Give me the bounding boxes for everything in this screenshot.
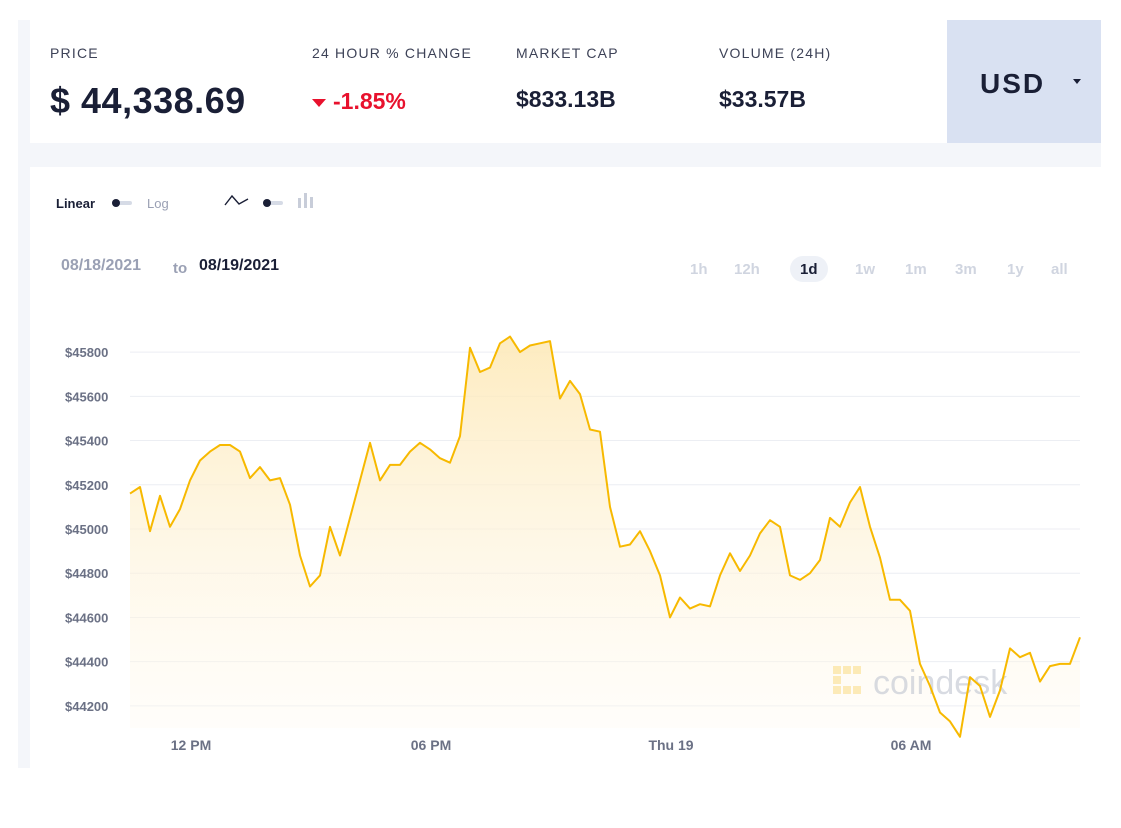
panel-border bbox=[18, 20, 30, 768]
toggle-knob bbox=[263, 199, 271, 207]
scale-toggle[interactable] bbox=[112, 199, 132, 207]
x-axis: 12 PM 06 PM Thu 19 06 AM bbox=[171, 737, 932, 753]
date-to-word: to bbox=[173, 260, 188, 277]
x-tick-label: 06 AM bbox=[891, 737, 932, 753]
date-from[interactable]: 08/18/2021 bbox=[61, 257, 142, 274]
range-3m[interactable]: 3m bbox=[955, 261, 977, 278]
date-to[interactable]: 08/19/2021 bbox=[199, 257, 280, 274]
y-tick-label: $44400 bbox=[65, 655, 108, 670]
y-tick-label: $45600 bbox=[65, 389, 108, 404]
chevron-down-icon bbox=[1073, 79, 1081, 84]
watermark-text: coindesk bbox=[873, 664, 1008, 702]
chart-type-toggle[interactable] bbox=[263, 199, 283, 207]
market-cap-value: $833.13B bbox=[516, 86, 616, 112]
range-1y[interactable]: 1y bbox=[1007, 261, 1024, 278]
scale-log-label[interactable]: Log bbox=[147, 196, 169, 211]
x-tick-label: Thu 19 bbox=[648, 737, 693, 753]
range-12h[interactable]: 12h bbox=[734, 261, 760, 278]
y-tick-label: $45400 bbox=[65, 434, 108, 449]
y-tick-label: $44600 bbox=[65, 610, 108, 625]
price-label: PRICE bbox=[50, 45, 99, 61]
x-tick-label: 06 PM bbox=[411, 737, 451, 753]
candlestick-icon[interactable] bbox=[297, 191, 317, 211]
range-1h[interactable]: 1h bbox=[690, 261, 708, 278]
section-divider bbox=[18, 143, 1101, 167]
line-chart-icon[interactable] bbox=[224, 193, 250, 209]
y-tick-label: $45800 bbox=[65, 345, 108, 360]
price-area bbox=[130, 336, 1080, 737]
change-label: 24 HOUR % CHANGE bbox=[312, 45, 473, 61]
volume-label: VOLUME (24H) bbox=[719, 45, 832, 61]
y-tick-label: $45000 bbox=[65, 522, 108, 537]
coindesk-watermark: coindesk bbox=[833, 664, 1008, 702]
stats-bar: PRICE $ 44,338.69 24 HOUR % CHANGE -1.85… bbox=[30, 20, 1101, 143]
price-value: $ 44,338.69 bbox=[50, 80, 246, 121]
change-value: -1.85% bbox=[333, 88, 406, 114]
y-tick-label: $44800 bbox=[65, 566, 108, 581]
y-tick-label: $45200 bbox=[65, 478, 108, 493]
market-cap-label: MARKET CAP bbox=[516, 45, 619, 61]
currency-selector[interactable]: USD bbox=[947, 20, 1101, 143]
change-value-container: -1.85% bbox=[312, 88, 406, 115]
x-tick-label: 12 PM bbox=[171, 737, 211, 753]
range-1w[interactable]: 1w bbox=[855, 261, 876, 278]
price-line bbox=[129, 335, 1081, 738]
range-1m[interactable]: 1m bbox=[905, 261, 927, 278]
currency-label: USD bbox=[980, 68, 1046, 99]
y-tick-label: $44200 bbox=[65, 699, 108, 714]
range-1d[interactable]: 1d bbox=[800, 261, 818, 278]
scale-linear-label[interactable]: Linear bbox=[56, 196, 96, 211]
range-active-pill bbox=[790, 256, 828, 282]
toggle-knob bbox=[112, 199, 120, 207]
caret-down-icon bbox=[312, 98, 326, 107]
volume-value: $33.57B bbox=[719, 86, 806, 112]
y-axis: $44200 $44400 $44600 $44800 $45000 $45200 $454… bbox=[65, 345, 108, 714]
range-all[interactable]: all bbox=[1051, 261, 1068, 278]
